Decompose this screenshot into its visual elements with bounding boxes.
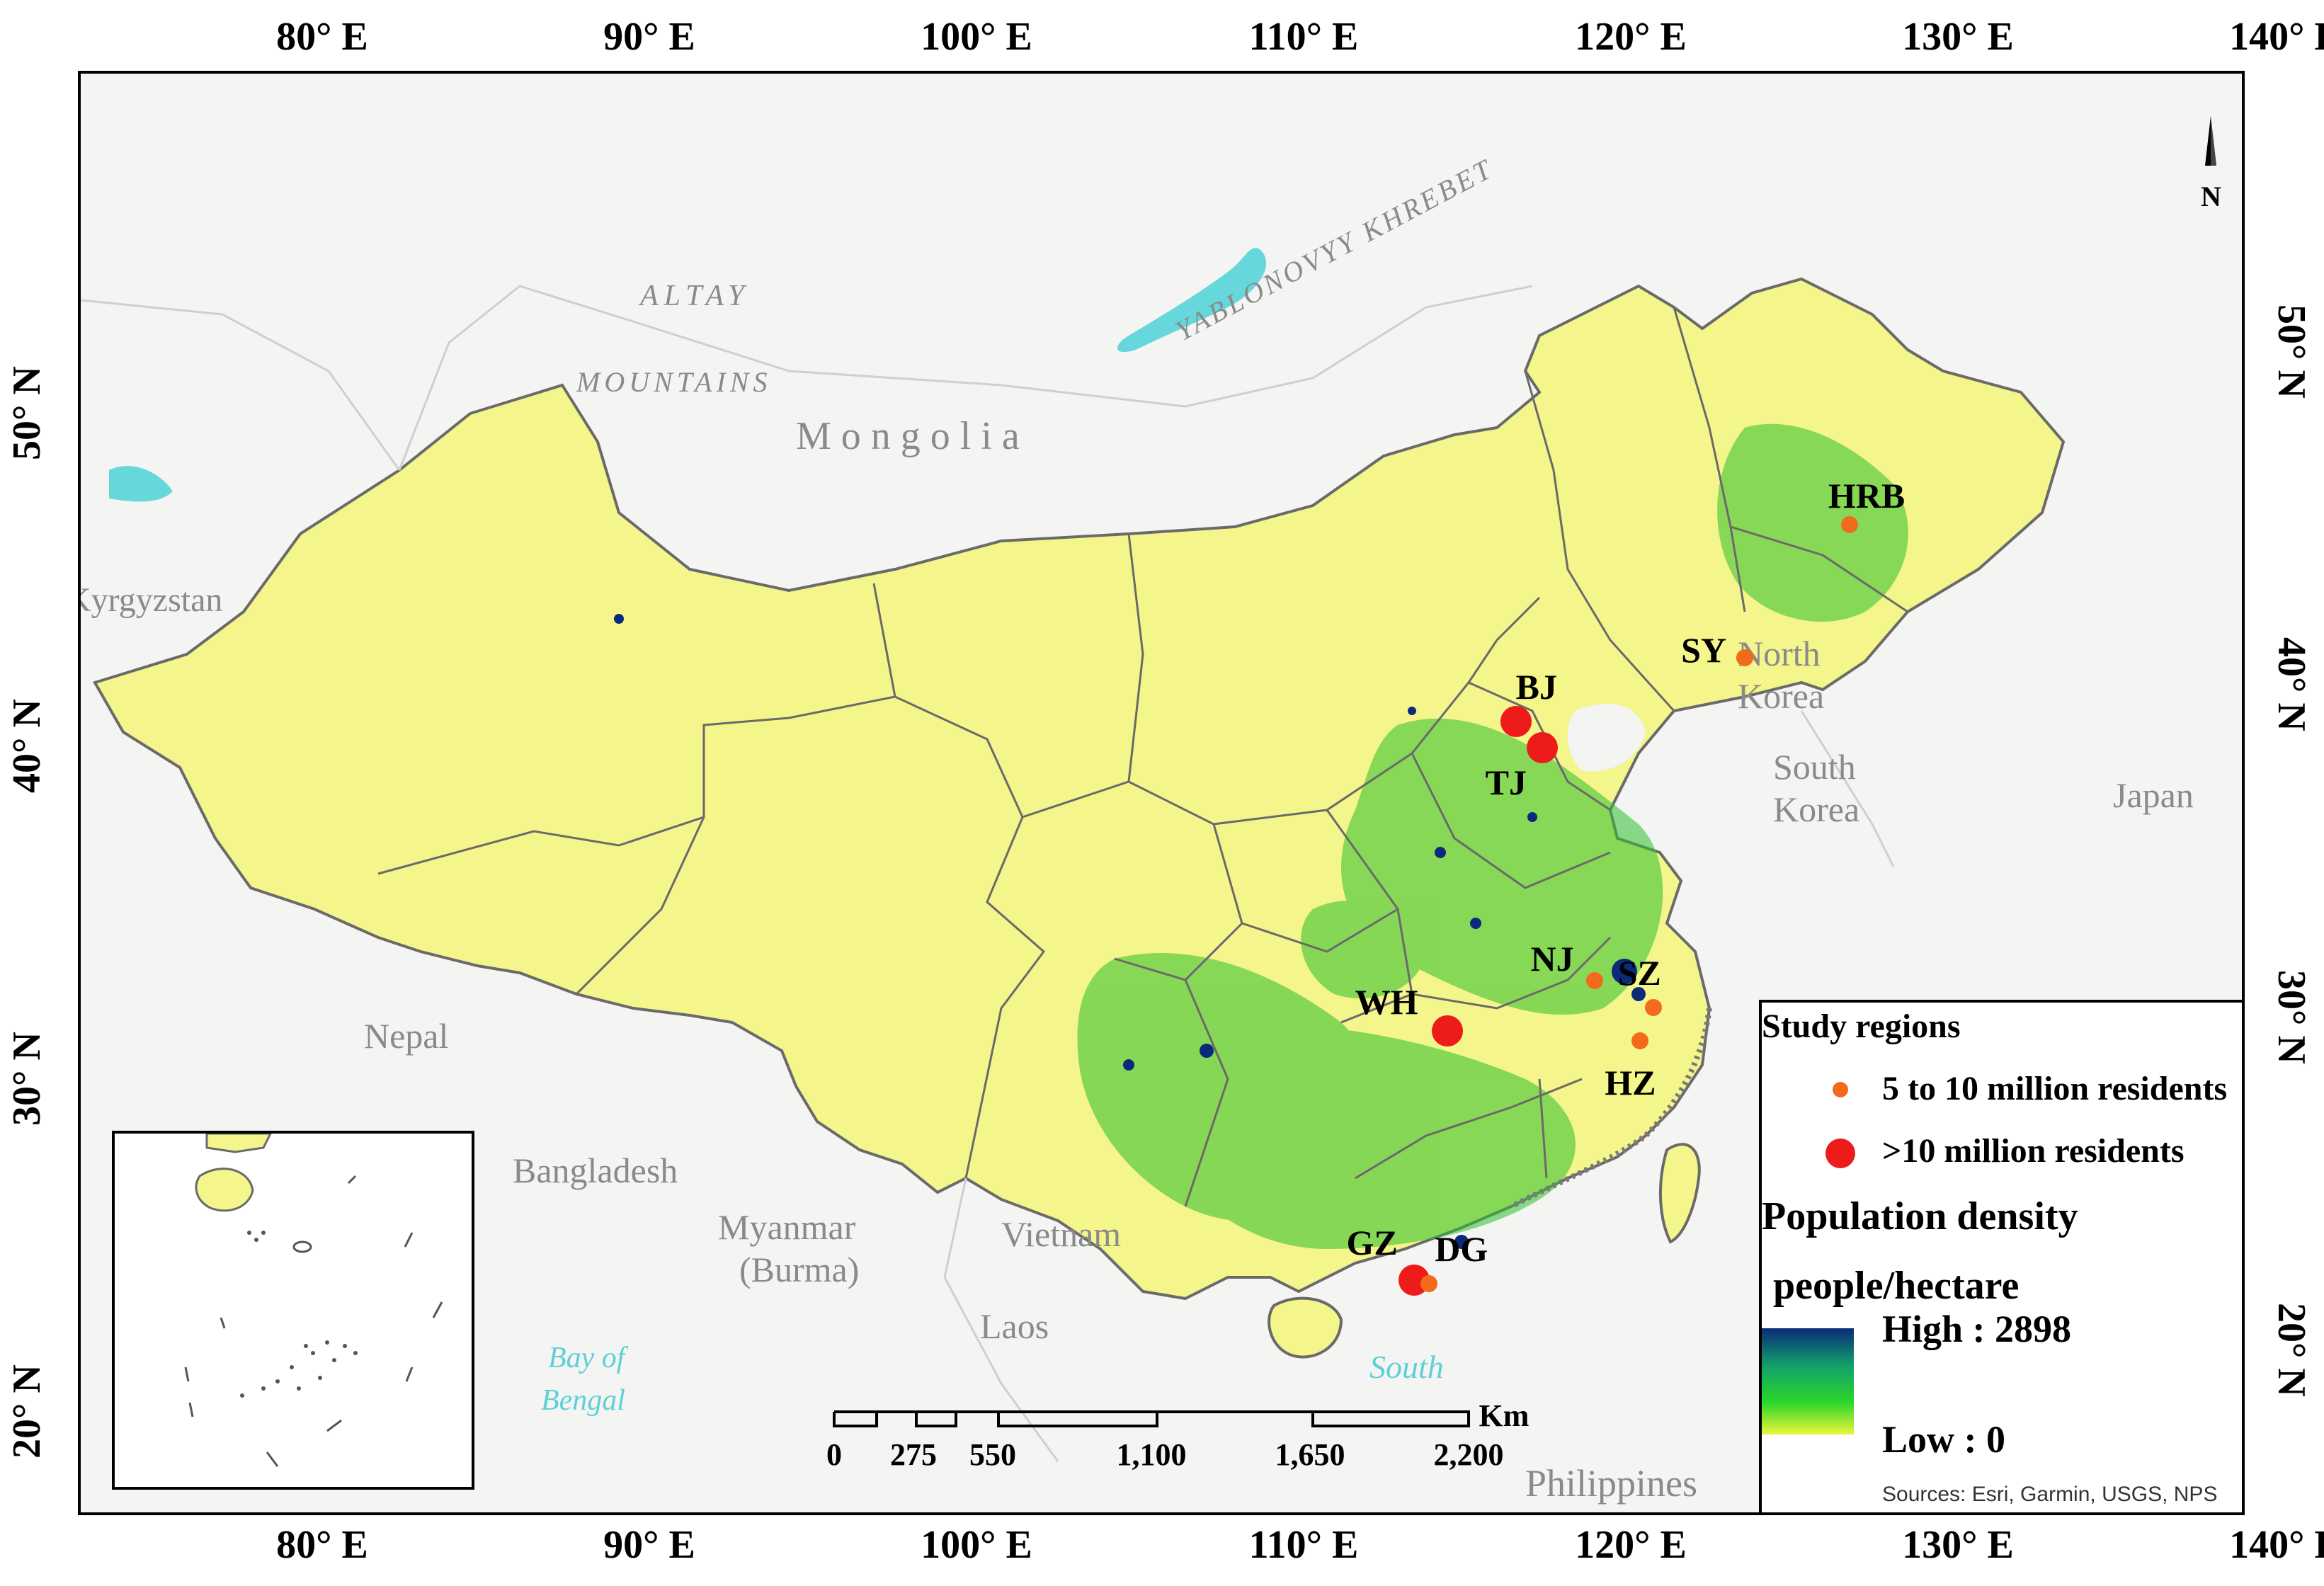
density-dark-spots <box>614 614 1646 1249</box>
city-marker-dg[interactable] <box>1420 1275 1438 1292</box>
label-philippines: Philippines <box>1525 1462 1698 1505</box>
city-marker-sy[interactable] <box>1736 649 1754 667</box>
legend-high-label: High : 2898 <box>1882 1308 2072 1350</box>
lon-tick-bottom: 80° E <box>276 1523 368 1567</box>
scale-label-1650: 1,650 <box>1275 1437 1345 1472</box>
label-myanmar-1: Myanmar <box>718 1207 856 1247</box>
label-south-korea-2: Korea <box>1773 789 1860 829</box>
city-label-tj: TJ <box>1485 763 1527 803</box>
scale-label-275: 275 <box>890 1437 937 1472</box>
city-label-bj: BJ <box>1515 666 1558 707</box>
city-marker-nj[interactable] <box>1585 972 1603 990</box>
legend-density-title: Population density <box>1762 1194 2078 1238</box>
country-outlines <box>81 285 1895 1462</box>
city-label-dg: DG <box>1435 1229 1488 1269</box>
lon-tick-bottom: 130° E <box>1902 1523 2014 1567</box>
city-marker-bj[interactable] <box>1500 705 1532 737</box>
city-label-hz: HZ <box>1605 1062 1656 1102</box>
bohai-sea <box>1567 704 1646 772</box>
lon-tick-top: 120° E <box>1575 15 1687 59</box>
lat-tick-left: 40° N <box>5 699 49 793</box>
lon-tick-bottom: 110° E <box>1248 1523 1359 1567</box>
lat-tick-left: 30° N <box>5 1032 49 1126</box>
scale-unit: Km <box>1479 1398 1530 1433</box>
label-kyrgyzstan: Kyrgyzstan <box>78 581 223 619</box>
label-bay-2: Bengal <box>541 1384 625 1417</box>
lat-tick-right: 40° N <box>2269 637 2313 731</box>
north-label: N <box>2201 181 2221 212</box>
label-altay: ALTAY <box>640 280 751 312</box>
label-mongolia: M o n g o l i a <box>796 414 1020 458</box>
south-china-sea-inset <box>112 1131 474 1490</box>
legend-title: Study regions <box>1762 1008 1961 1045</box>
map-frame: ALTAY MOUNTAINS YABLONOVYY KHREBET M o n… <box>78 71 2245 1515</box>
city-label-wh: WH <box>1355 981 1418 1022</box>
lat-tick-right: 20° N <box>2269 1303 2313 1397</box>
label-laos: Laos <box>980 1306 1049 1346</box>
label-vietnam: Vietnam <box>1001 1214 1122 1254</box>
lon-tick-top: 140° E <box>2229 15 2324 59</box>
lake-balkhash <box>109 466 173 502</box>
label-bangladesh: Bangladesh <box>513 1151 678 1190</box>
scale-label-2200: 2,200 <box>1433 1437 1504 1472</box>
legend-density-ramp <box>1762 1328 1854 1434</box>
lon-tick-bottom: 140° E <box>2229 1523 2324 1567</box>
legend-medium-dot <box>1833 1082 1848 1097</box>
lon-tick-bottom: 120° E <box>1575 1523 1687 1567</box>
hainan-island <box>1268 1296 1343 1359</box>
north-arrow-icon <box>2205 116 2216 166</box>
legend-item-large: >10 million residents <box>1882 1132 2185 1170</box>
city-marker-hrb[interactable] <box>1840 516 1858 534</box>
lon-tick-top: 130° E <box>1902 15 2014 59</box>
taiwan-island <box>1658 1143 1701 1244</box>
lon-tick-bottom: 100° E <box>921 1523 1032 1567</box>
label-south-korea-1: South <box>1773 747 1856 787</box>
density-green-regions <box>1077 423 1908 1249</box>
label-south-sea: South <box>1369 1349 1444 1385</box>
label-nepal: Nepal <box>364 1016 449 1056</box>
scale-label-550: 550 <box>969 1437 1016 1472</box>
city-marker-tj[interactable] <box>1526 732 1558 764</box>
legend-low-label: Low : 0 <box>1882 1418 2005 1461</box>
map-canvas <box>81 116 2216 1462</box>
legend-item-medium: 5 to 10 million residents <box>1882 1070 2228 1107</box>
label-north-korea-2: Korea <box>1738 676 1825 716</box>
label-mountains: MOUNTAINS <box>576 366 772 398</box>
city-label-hrb: HRB <box>1828 476 1906 516</box>
lat-tick-left: 50° N <box>5 366 49 460</box>
label-japan: Japan <box>2113 775 2194 815</box>
lon-tick-top: 80° E <box>276 15 368 59</box>
legend-density-unit: people/hectare <box>1773 1264 2020 1308</box>
scale-bar <box>833 1410 1470 1427</box>
lat-tick-left: 20° N <box>5 1364 49 1459</box>
lat-tick-right: 30° N <box>2269 970 2313 1064</box>
city-marker-wh[interactable] <box>1431 1015 1463 1046</box>
map-legend: Study regions 5 to 10 million residents … <box>1759 1000 2242 1512</box>
province-boundaries <box>377 307 1908 1207</box>
lon-tick-top: 100° E <box>921 15 1032 59</box>
city-marker-sz[interactable] <box>1644 998 1662 1016</box>
city-label-sz: SZ <box>1617 952 1661 993</box>
lat-tick-right: 50° N <box>2269 304 2313 399</box>
lake-baikal <box>1117 248 1267 353</box>
coastline-detail <box>1510 1008 1712 1209</box>
lon-tick-top: 110° E <box>1248 15 1359 59</box>
label-bay-1: Bay of <box>548 1342 625 1374</box>
city-label-gz: GZ <box>1346 1223 1398 1263</box>
city-label-sy: SY <box>1681 630 1726 671</box>
label-myanmar-2: (Burma) <box>739 1250 860 1289</box>
city-label-nj: NJ <box>1530 939 1574 979</box>
scale-label-1100: 1,100 <box>1116 1437 1187 1472</box>
scale-label-0: 0 <box>826 1437 842 1472</box>
inset-map <box>184 1132 443 1467</box>
sources-credit: Sources: Esri, Garmin, USGS, NPS <box>1882 1483 2218 1506</box>
lon-tick-bottom: 90° E <box>603 1523 695 1567</box>
city-marker-hz[interactable] <box>1631 1032 1649 1049</box>
lon-tick-top: 90° E <box>603 15 695 59</box>
legend-large-dot <box>1825 1139 1855 1168</box>
